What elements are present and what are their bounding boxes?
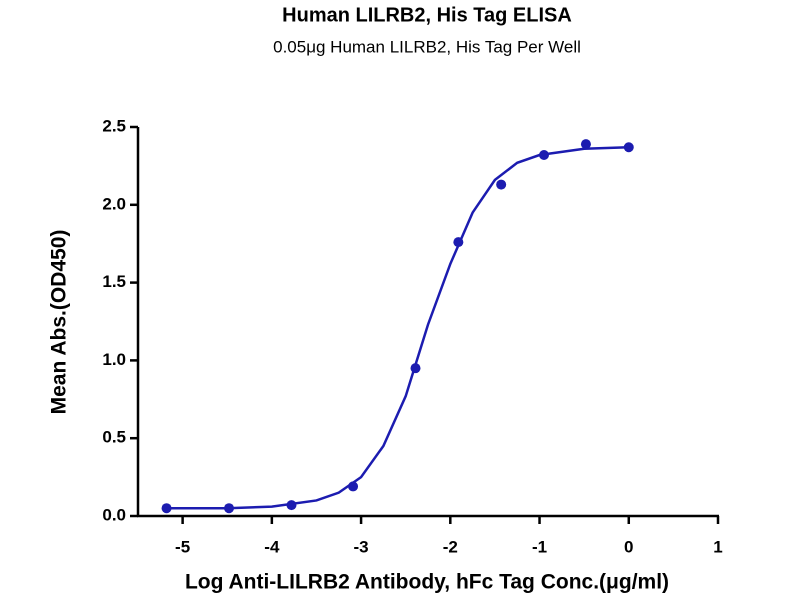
data-point (623, 142, 634, 153)
data-point (496, 179, 507, 190)
data-point (224, 503, 235, 514)
x-tick-label: -4 (264, 537, 280, 556)
x-tick-label: -1 (532, 537, 547, 556)
y-tick-label: 0.5 (102, 428, 126, 447)
data-point (161, 503, 172, 514)
x-tick-label: 1 (713, 537, 722, 556)
chart-subtitle: 0.05μg Human LILRB2, His Tag Per Well (273, 37, 581, 56)
x-tick-label: 0 (624, 537, 633, 556)
data-point (348, 481, 359, 492)
y-tick-label: 1.5 (102, 272, 126, 291)
data-point (539, 150, 549, 161)
y-tick-label: 1.0 (102, 350, 126, 369)
data-point (286, 500, 297, 511)
chart-title: Human LILRB2, His Tag ELISA (282, 4, 572, 26)
x-tick-label: -5 (175, 537, 190, 556)
fit-curve (164, 145, 629, 510)
x-tick-label: -2 (443, 537, 458, 556)
y-tick-label: 2.0 (102, 194, 126, 213)
data-point (453, 237, 464, 248)
data-point (410, 363, 421, 374)
y-tick-label: 0.0 (102, 505, 126, 524)
data-point (580, 139, 591, 150)
y-tick-label: 2.5 (102, 116, 126, 135)
y-axis-title: Mean Abs.(OD450) (48, 230, 71, 415)
x-axis-title: Log Anti-LILRB2 Antibody, hFc Tag Conc.(… (185, 571, 669, 594)
x-tick-label: -3 (354, 537, 369, 556)
